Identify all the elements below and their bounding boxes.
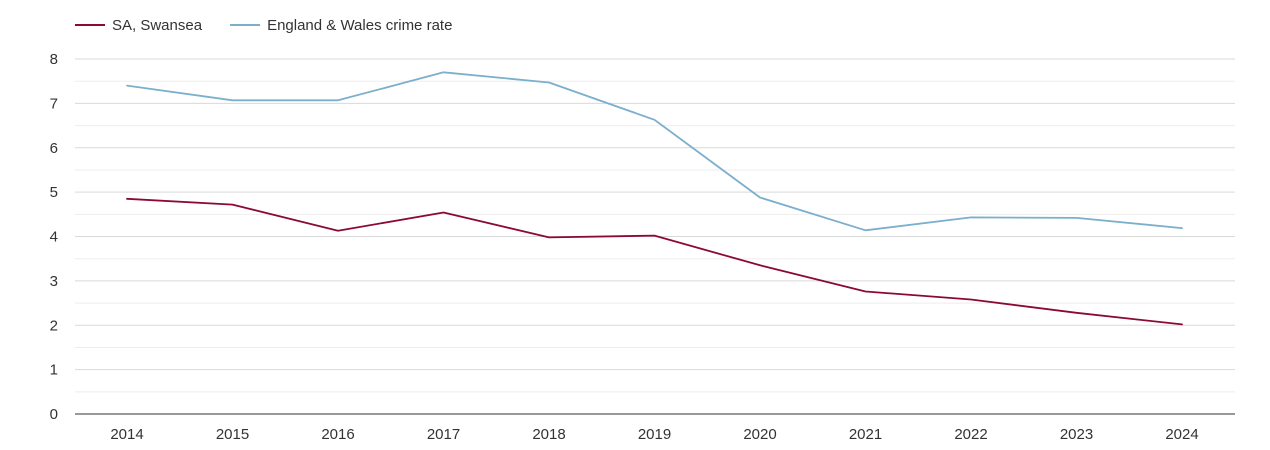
x-tick-label: 2023 — [1060, 426, 1093, 443]
chart-legend: SA, Swansea England & Wales crime rate — [75, 17, 452, 34]
x-tick-label: 2016 — [321, 426, 354, 443]
x-tick-label: 2014 — [110, 426, 143, 443]
x-tick-label: 2024 — [1165, 426, 1198, 443]
legend-item-1: SA, Swansea — [75, 17, 203, 34]
legend-item-2: England & Wales crime rate — [230, 17, 452, 34]
legend-label: SA, Swansea — [112, 17, 203, 34]
x-tick-label: 2019 — [638, 426, 671, 443]
series-line-1 — [126, 197, 1183, 326]
chart-series — [126, 71, 1183, 326]
chart-gridlines — [75, 58, 1235, 393]
y-tick-label: 5 — [50, 184, 58, 201]
x-tick-label: 2022 — [954, 426, 987, 443]
x-tick-label: 2020 — [743, 426, 776, 443]
y-tick-label: 0 — [50, 406, 58, 423]
x-tick-label: 2021 — [849, 426, 882, 443]
y-tick-label: 7 — [50, 95, 58, 112]
legend-label: England & Wales crime rate — [267, 17, 452, 34]
y-tick-label: 4 — [50, 229, 58, 246]
x-axis-tick-labels: 2014 2015 2016 2017 2018 2019 2020 2021 2022 2023… — [110, 426, 1198, 443]
y-tick-label: 1 — [50, 362, 58, 379]
x-tick-label: 2017 — [427, 426, 460, 443]
series-line-2 — [126, 71, 1183, 232]
y-tick-label: 2 — [50, 317, 58, 334]
y-tick-label: 3 — [50, 273, 58, 290]
x-tick-label: 2015 — [216, 426, 249, 443]
y-tick-label: 6 — [50, 140, 58, 157]
y-axis-tick-labels: 0 1 2 3 4 5 6 7 8 — [50, 51, 58, 423]
y-tick-label: 8 — [50, 51, 58, 68]
x-tick-label: 2018 — [532, 426, 565, 443]
